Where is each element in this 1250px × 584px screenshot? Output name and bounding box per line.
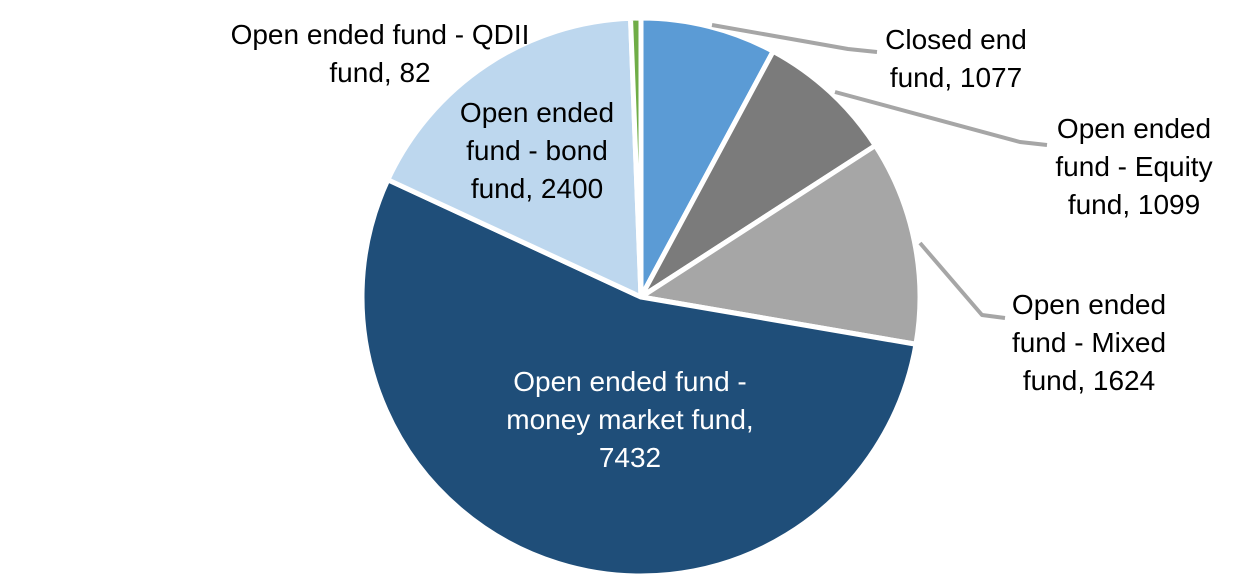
slice-label-line: fund - Equity bbox=[1055, 151, 1213, 182]
slice-label-bond-fund: Open ended fund - bond fund, 2400 bbox=[417, 94, 657, 208]
slice-label-line: Open ended bbox=[1056, 113, 1212, 144]
slice-label-line: fund - bond bbox=[466, 135, 608, 166]
pie-slice-bond-fund bbox=[385, 15, 644, 300]
slice-label-line: Open ended fund - QDII bbox=[230, 19, 530, 50]
slice-label-line: 7432 bbox=[598, 442, 662, 473]
slice-label-line: fund, 1099 bbox=[1067, 189, 1201, 220]
slice-label-line: fund, 1624 bbox=[1022, 365, 1156, 396]
slice-label-line: fund - Mixed bbox=[1011, 327, 1167, 358]
slice-label-line: fund, 82 bbox=[329, 57, 431, 88]
slice-label-line: fund, 2400 bbox=[470, 173, 604, 204]
leader-line-equity-fund bbox=[834, 90, 1048, 147]
slice-label-line: Open ended bbox=[459, 97, 615, 128]
slice-label-line: Open ended fund - bbox=[513, 366, 747, 397]
slice-label-line: Closed end bbox=[885, 24, 1027, 55]
slice-label-line: fund, 1077 bbox=[889, 62, 1023, 93]
pie-slice-qdii-fund bbox=[628, 15, 644, 300]
pie-slice-money-market-fund bbox=[359, 177, 919, 579]
slice-label-qdii-fund: Open ended fund - QDII fund, 82 bbox=[180, 16, 580, 92]
slice-label-closed-end-fund: Closed end fund, 1077 bbox=[846, 21, 1066, 97]
leader-line-closed-end-fund bbox=[711, 23, 878, 54]
pie-slice-closed-end-fund bbox=[638, 15, 776, 300]
slice-label-equity-fund: Open ended fund - Equity fund, 1099 bbox=[1024, 110, 1244, 224]
slice-label-money-market-fund: Open ended fund - money market fund, 743… bbox=[470, 363, 790, 477]
slice-label-mixed-fund: Open ended fund - Mixed fund, 1624 bbox=[979, 286, 1199, 400]
pie-slice-mixed-fund bbox=[638, 143, 923, 347]
slice-label-line: Open ended bbox=[1011, 289, 1167, 320]
slice-label-line: money market fund, bbox=[506, 404, 754, 435]
leader-line-mixed-fund bbox=[918, 241, 1006, 320]
pie-slice-equity-fund bbox=[638, 48, 878, 300]
